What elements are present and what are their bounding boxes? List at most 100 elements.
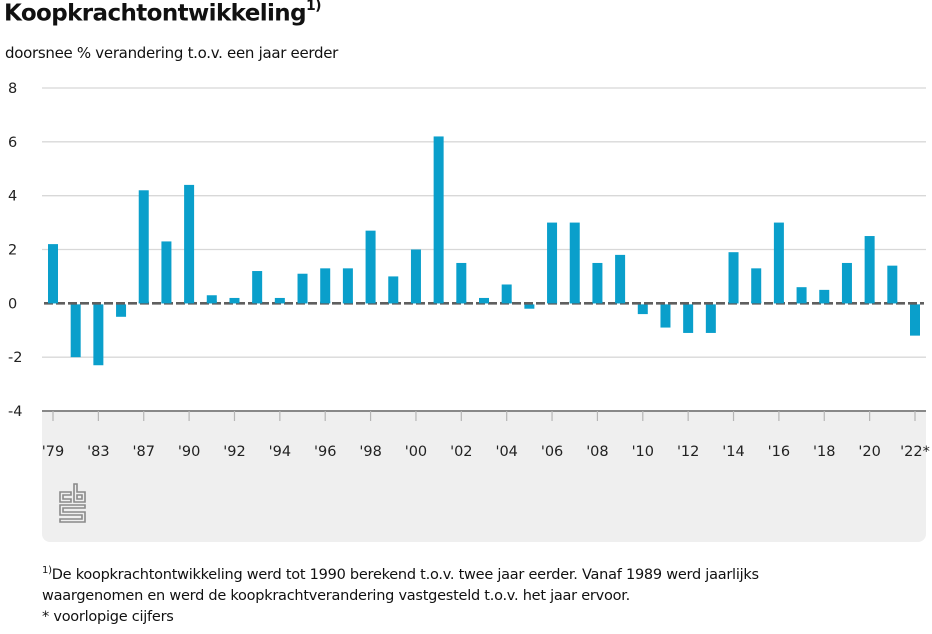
bar-1979 [48,244,58,304]
bar-2003 [479,297,489,304]
bar-2020 [864,236,875,304]
bar-2011 [660,304,671,328]
bar-base-1979 [48,301,58,304]
bar-2002 [456,262,467,304]
footnote: 1)De koopkrachtontwikkeling werd tot 199… [42,560,759,628]
bar-2006 [547,222,558,304]
bar-2004 [501,284,512,304]
bar-2008 [592,262,603,304]
x-tick-label: '83 [87,444,109,460]
bar-base-2018 [819,301,830,304]
bar-base-2014 [728,301,739,304]
title-footnote-marker: 1) [305,0,322,14]
bar-base-2020 [864,301,875,304]
footnote-text-1: De koopkrachtontwikkeling werd tot 1990 … [51,566,759,583]
bar-1991 [206,295,217,304]
zero-line [44,301,924,305]
bar-2010 [637,304,648,315]
x-tick-label: '94 [269,444,291,460]
x-tick-label: '87 [133,444,155,460]
x-tick-label: '96 [314,444,336,460]
bar-2018 [819,289,830,304]
chart-title-text: Koopkrachtontwikkeling [4,0,307,27]
x-tick-label: '00 [405,444,427,460]
bar-1997 [342,268,353,304]
bar-2014 [728,252,739,304]
bar-base-1991 [206,301,217,304]
x-tick-label: '04 [495,444,517,460]
x-tick-label: '90 [178,444,200,460]
x-axis: '79 '83 '87 '90 '92 '94 '96 '98 '00 '02 '04 '06 '08 '… [42,410,930,460]
footnote-line-3: * voorlopige cijfers [42,608,174,625]
bar-base-1997 [342,301,353,304]
bars [48,136,920,366]
bar-2012 [683,304,694,333]
cbs-logo-icon [58,482,88,528]
y-axis-ticks: 8 6 4 2 0 -2 -4 [8,81,22,420]
bar-2019 [841,262,852,304]
y-tick-label: 2 [8,243,17,259]
y-tick-label: -2 [8,350,22,366]
bar-base-1998 [365,301,376,304]
bar-base-2002 [456,301,467,304]
bar-base-1993 [252,301,263,304]
x-tick-label: '12 [677,444,699,460]
bar-base-2017 [796,301,807,304]
x-tick-label: '20 [858,444,880,460]
bar-2015 [751,268,762,304]
x-tick-label: '79 [42,444,64,460]
bar-1985 [116,304,127,317]
bar-2000 [410,249,421,304]
bar-1993 [252,271,263,304]
x-tick-label: '02 [450,444,472,460]
bar-1989 [161,241,172,304]
bar-1992 [229,297,240,304]
bar-2007 [569,222,580,304]
bar-base-2015 [751,301,762,304]
bar-base-1999 [388,301,399,304]
bar-base-2016 [773,301,784,304]
x-tick-label: '14 [722,444,744,460]
x-tick-label: '08 [586,444,608,460]
x-tick-label: '16 [768,444,790,460]
bar-1983 [93,304,104,366]
bar-2016 [773,222,784,304]
x-tick-label: '10 [632,444,654,460]
bar-1990 [184,184,195,304]
y-tick-label: 0 [8,296,17,312]
x-axis-panel [42,411,926,542]
y-tick-label: 8 [8,81,17,97]
bar-1987 [138,190,149,304]
chart-subtitle: doorsnee % verandering t.o.v. een jaar e… [5,44,339,62]
bar-base-2009 [615,301,626,304]
x-tick-label: '98 [359,444,381,460]
bar-1998 [365,230,376,304]
bar-2001 [433,136,444,304]
bar-1995 [297,273,308,304]
bar-1999 [388,276,399,304]
x-tick-label: '92 [223,444,245,460]
bar-base-2008 [592,301,603,304]
bar-1981 [70,304,81,358]
y-tick-label: -4 [8,404,22,420]
bar-base-2003 [479,301,489,304]
bar-base-1994 [274,301,285,304]
bar-2017 [796,287,807,304]
footnote-marker: 1) [42,565,52,576]
y-tick-label: 4 [8,189,17,205]
bar-2009 [615,254,626,304]
bar-base-1990 [184,301,195,304]
bar-base-2004 [501,301,512,304]
bar-base-1995 [297,301,308,304]
footnote-line-1: 1)De koopkrachtontwikkeling werd tot 199… [42,560,759,586]
bar-2013 [705,304,716,333]
bar-2021 [887,265,898,304]
bar-base-2001 [433,301,444,304]
gridlines [42,87,926,358]
chart-title: Koopkrachtontwikkeling1) [4,0,321,27]
x-tick-label: '18 [813,444,835,460]
footnote-line-2: waargenomen en werd de koopkrachtverande… [42,587,630,604]
bar-base-2007 [569,301,580,304]
bar-1996 [320,268,331,304]
